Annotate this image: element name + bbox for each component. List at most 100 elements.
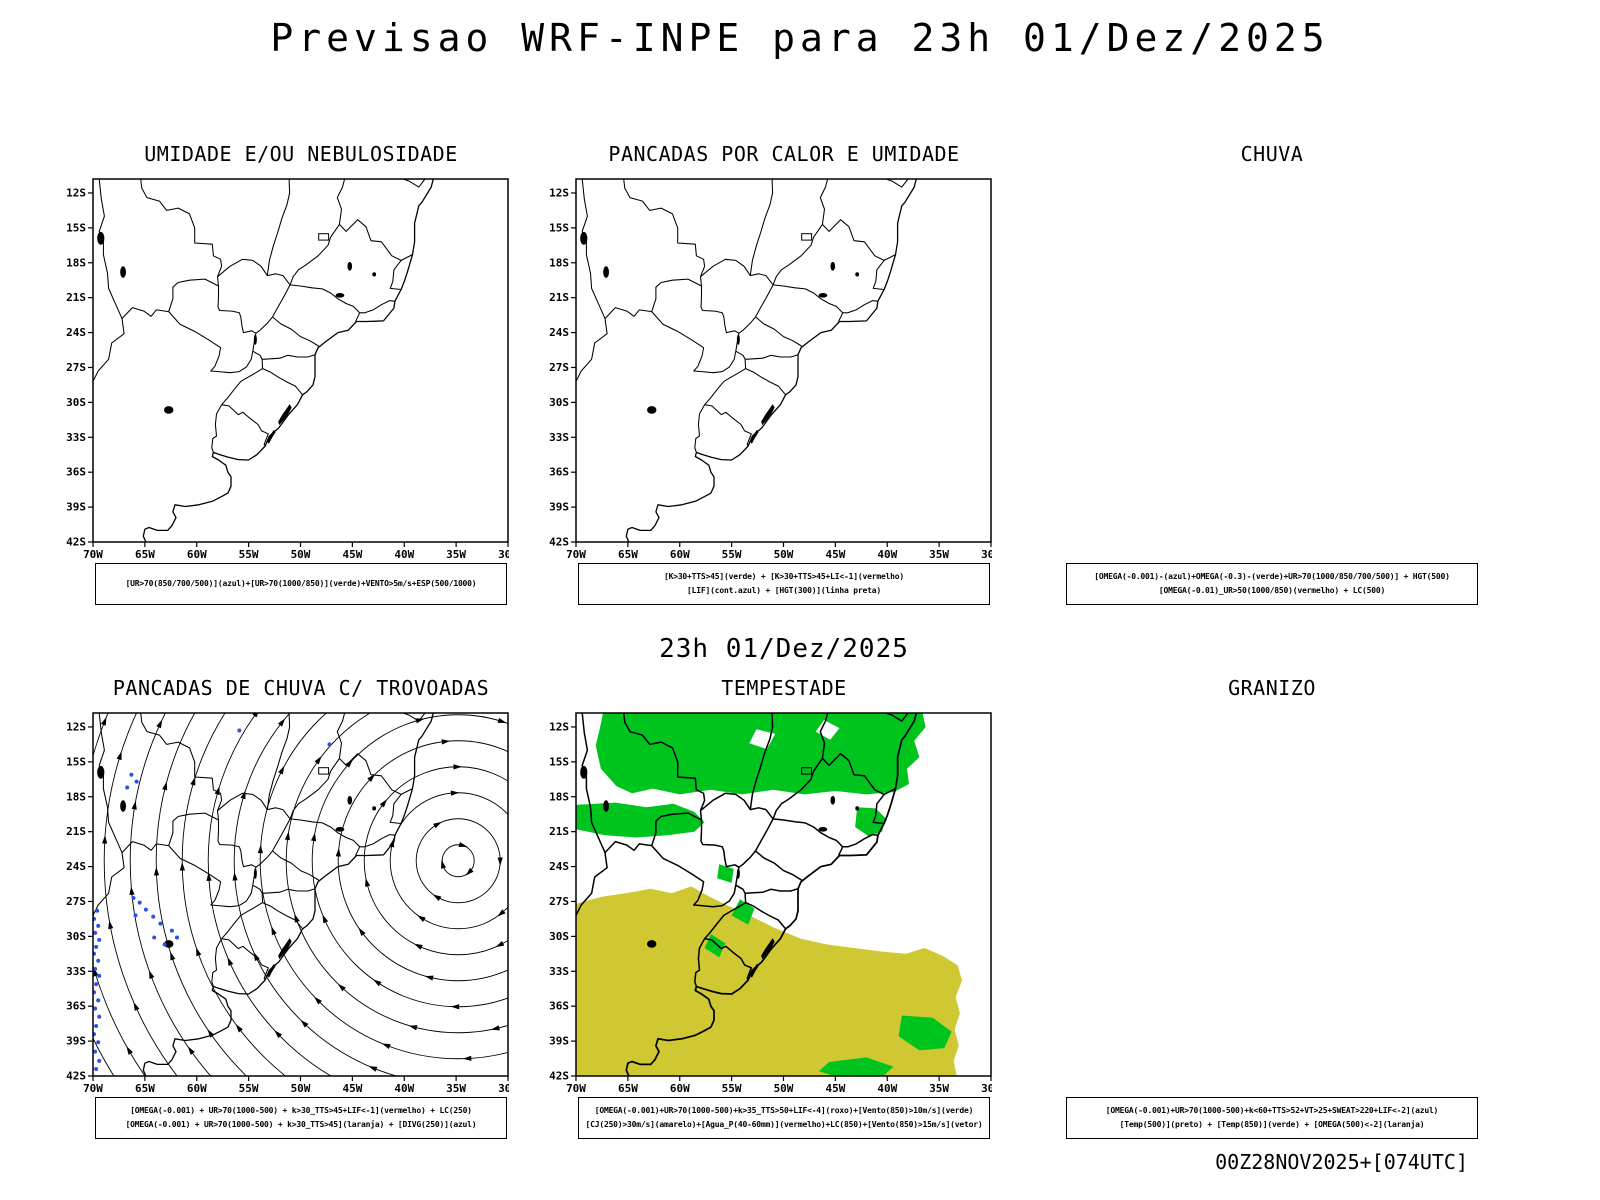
lon-tick-label: 60W: [670, 1082, 690, 1095]
lat-tick-label: 27S: [66, 895, 86, 908]
lat-tick-label: 39S: [66, 1035, 86, 1048]
legend-box-umidade: [UR>70(850/700/500)](azul)+[UR>70(1000/8…: [95, 563, 507, 605]
lon-tick-label: 35W: [446, 1082, 466, 1095]
lat-tick-label: 42S: [66, 536, 86, 549]
center-date: 23h 01/Dez/2025: [659, 634, 909, 664]
lat-tick-label: 12S: [66, 187, 86, 200]
legend-line: [LIF](cont.azul) + [HGT(300)](linha pret…: [687, 586, 881, 595]
lat-tick-label: 24S: [66, 860, 86, 873]
lat-tick-label: 21S: [66, 291, 86, 304]
lat-tick-label: 24S: [549, 326, 569, 339]
panel-trovoadas: PANCADAS DE CHUVA C/ TROVOADAS 12S 15S 18S…: [49, 676, 509, 1142]
lat-tick-label: 27S: [549, 361, 569, 374]
lat-tick-label: 30S: [66, 396, 86, 409]
lon-tick-label: 70W: [566, 548, 586, 561]
legend-box-granizo: [OMEGA(-0.001)+UR>70(1000-500)+k<60+TTS>…: [1066, 1097, 1478, 1139]
legend-box-chuva: [OMEGA(-0.001)-(azul)+OMEGA(-0.3)-(verde…: [1066, 563, 1478, 605]
lon-tick-label: 40W: [877, 1082, 897, 1095]
lat-tick-label: 27S: [66, 361, 86, 374]
lon-tick-label: 35W: [446, 548, 466, 561]
lon-tick-label: 40W: [394, 1082, 414, 1095]
lat-tick-label: 42S: [549, 536, 569, 549]
lon-tick-label: 55W: [722, 548, 742, 561]
lat-tick-label: 15S: [66, 221, 86, 234]
lat-tick-label: 27S: [549, 895, 569, 908]
panel-chuva: CHUVA [OMEGA(-0.001)-(azul)+OMEGA(-0.3)-…: [1020, 142, 1480, 608]
lon-tick-label: 70W: [83, 1082, 103, 1095]
panel-pancadas-calor: PANCADAS POR CALOR E UMIDADE 12S 15S 18S 21…: [532, 142, 992, 608]
legend-line: [OMEGA(-0.01)_UR>50(1000/850)(vermelho) …: [1158, 586, 1386, 595]
lon-tick-label: 70W: [566, 1082, 586, 1095]
panel-tempestade: TEMPESTADE 12S 15S 18S 21S 24S 27S 30S 33S 36S 39…: [532, 676, 992, 1142]
lat-tick-label: 30S: [66, 930, 86, 943]
lat-tick-label: 24S: [66, 326, 86, 339]
lon-tick-label: 35W: [929, 548, 949, 561]
lon-tick-label: 50W: [291, 1082, 311, 1095]
lon-tick-label: 35W: [929, 1082, 949, 1095]
lat-tick-label: 39S: [549, 501, 569, 514]
legend-line: [CJ(250)>30m/s](amarelo)+[Agua_P(40-60mm…: [585, 1120, 983, 1129]
legend-box-trovoadas: [OMEGA(-0.001) + UR>70(1000-500) + k>30_…: [95, 1097, 507, 1139]
lat-tick-label: 21S: [549, 825, 569, 838]
lat-tick-label: 18S: [549, 790, 569, 803]
lon-tick-label: 55W: [239, 1082, 259, 1095]
lon-tick-label: 30W: [498, 548, 509, 561]
page-title: Previsao WRF-INPE para 23h 01/Dez/2025: [270, 16, 1330, 60]
lat-tick-label: 15S: [66, 755, 86, 768]
lon-tick-label: 65W: [618, 1082, 638, 1095]
lat-tick-label: 36S: [66, 1000, 86, 1013]
lat-tick-label: 18S: [66, 790, 86, 803]
panel-granizo: GRANIZO [OMEGA(-0.001)+UR>70(1000-500)+k…: [1020, 676, 1480, 1142]
lon-tick-label: 30W: [981, 1082, 992, 1095]
lon-tick-label: 55W: [239, 548, 259, 561]
lat-tick-label: 42S: [66, 1070, 86, 1083]
legend-line: [Temp(500)](preto) + [Temp(850)](verde) …: [1119, 1120, 1425, 1129]
legend-line: [OMEGA(-0.001)-(azul)+OMEGA(-0.3)-(verde…: [1094, 571, 1450, 581]
lon-tick-label: 55W: [722, 1082, 742, 1095]
lon-tick-label: 45W: [825, 1082, 845, 1095]
lon-tick-label: 30W: [981, 548, 992, 561]
lat-tick-label: 39S: [549, 1035, 569, 1048]
lon-tick-label: 65W: [618, 548, 638, 561]
panel-title-umidade: UMIDADE E/OU NEBULOSIDADE: [144, 142, 458, 166]
lon-tick-label: 50W: [774, 548, 794, 561]
lat-tick-label: 24S: [549, 860, 569, 873]
lat-tick-label: 33S: [66, 965, 86, 978]
lat-tick-label: 30S: [549, 930, 569, 943]
lon-tick-label: 30W: [498, 1082, 509, 1095]
panel-title-trovoadas: PANCADAS DE CHUVA C/ TROVOADAS: [112, 676, 490, 700]
panel-title-chuva: CHUVA: [1240, 142, 1304, 166]
lon-tick-label: 40W: [877, 548, 897, 561]
lon-tick-label: 60W: [187, 1082, 207, 1095]
lat-tick-label: 36S: [549, 1000, 569, 1013]
lat-tick-label: 36S: [66, 466, 86, 479]
lat-tick-label: 12S: [549, 721, 569, 734]
lat-tick-label: 33S: [549, 965, 569, 978]
legend-line: [K>30+TTS>45](verde) + [K>30+TTS>45+LI<-…: [663, 571, 905, 581]
lon-tick-label: 65W: [135, 1082, 155, 1095]
lat-tick-label: 39S: [66, 501, 86, 514]
run-info: 00Z28NOV2025+[074UTC]: [1215, 1150, 1468, 1174]
lat-tick-label: 12S: [66, 721, 86, 734]
lon-tick-label: 65W: [135, 548, 155, 561]
legend-line: [OMEGA(-0.001) + UR>70(1000-500) + k>30_…: [125, 1120, 477, 1129]
panel-title-tempestade: TEMPESTADE: [721, 676, 847, 700]
lat-tick-label: 18S: [549, 256, 569, 269]
legend-box-tempestade: [OMEGA(-0.001)+UR>70(1000-500)+k>35_TTS>…: [578, 1097, 990, 1139]
lon-tick-label: 70W: [83, 548, 103, 561]
lon-tick-label: 50W: [291, 548, 311, 561]
lat-tick-label: 33S: [66, 431, 86, 444]
panel-title-granizo: GRANIZO: [1228, 676, 1316, 700]
lat-tick-label: 15S: [549, 755, 569, 768]
lon-tick-label: 60W: [187, 548, 207, 561]
lat-tick-label: 15S: [549, 221, 569, 234]
lat-tick-label: 12S: [549, 187, 569, 200]
lon-tick-label: 50W: [774, 1082, 794, 1095]
lat-tick-label: 21S: [549, 291, 569, 304]
lon-tick-label: 40W: [394, 548, 414, 561]
lon-tick-label: 45W: [342, 1082, 362, 1095]
